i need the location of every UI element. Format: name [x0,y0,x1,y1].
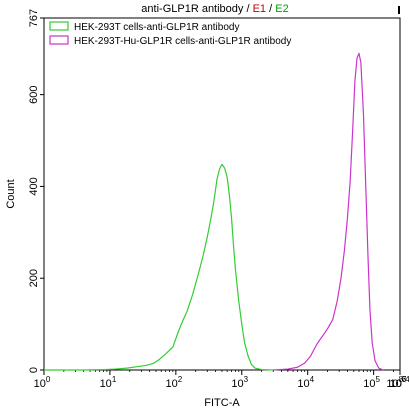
y-axis-title: Count [5,179,17,208]
chart-title-part: anti-GLP1R antibody / [141,3,252,15]
chart-title: anti-GLP1R antibody / E1 / E2 [141,3,288,15]
chart-title-part: E1 [253,3,266,15]
x-tick-label: 100 [34,375,51,390]
legend: HEK-293T cells-anti-GLP1R antibody HEK-29… [49,21,291,47]
legend-label: HEK-293T-Hu-GLP1R cells-anti-GLP1R antib… [74,36,291,47]
legend-swatch [49,21,69,31]
y-tick-label: 767 [28,9,40,27]
legend-label: HEK-293T cells-anti-GLP1R antibody [74,22,239,33]
x-tick-label: 102 [166,375,183,390]
y-tick-label: 200 [28,269,40,287]
legend-swatch [49,35,69,45]
series-line-0 [44,163,274,371]
corner-marker [398,6,400,14]
x-tick-label: 101 [100,375,117,390]
y-axis: 0 200 400 600 767 [28,9,44,373]
x-tick-label: 107 [390,375,407,390]
x-tick-label: 105 [363,375,380,390]
x-tick-label: 103 [231,375,248,390]
x-axis-title: FITC-A [204,397,240,409]
plot-frame [43,17,401,371]
series-layer [44,52,384,371]
x-tick-label: 106 [390,375,407,390]
chart-title-part: / [266,3,275,15]
series-line-1 [273,52,384,371]
x-tick-label: 104 [297,375,314,390]
y-tick-label: 0 [28,367,40,373]
y-tick-label: 400 [28,177,40,195]
chart-title-part: E2 [275,3,288,15]
y-tick-label: 600 [28,85,40,103]
x-tick-label: 108.4 [386,375,409,390]
